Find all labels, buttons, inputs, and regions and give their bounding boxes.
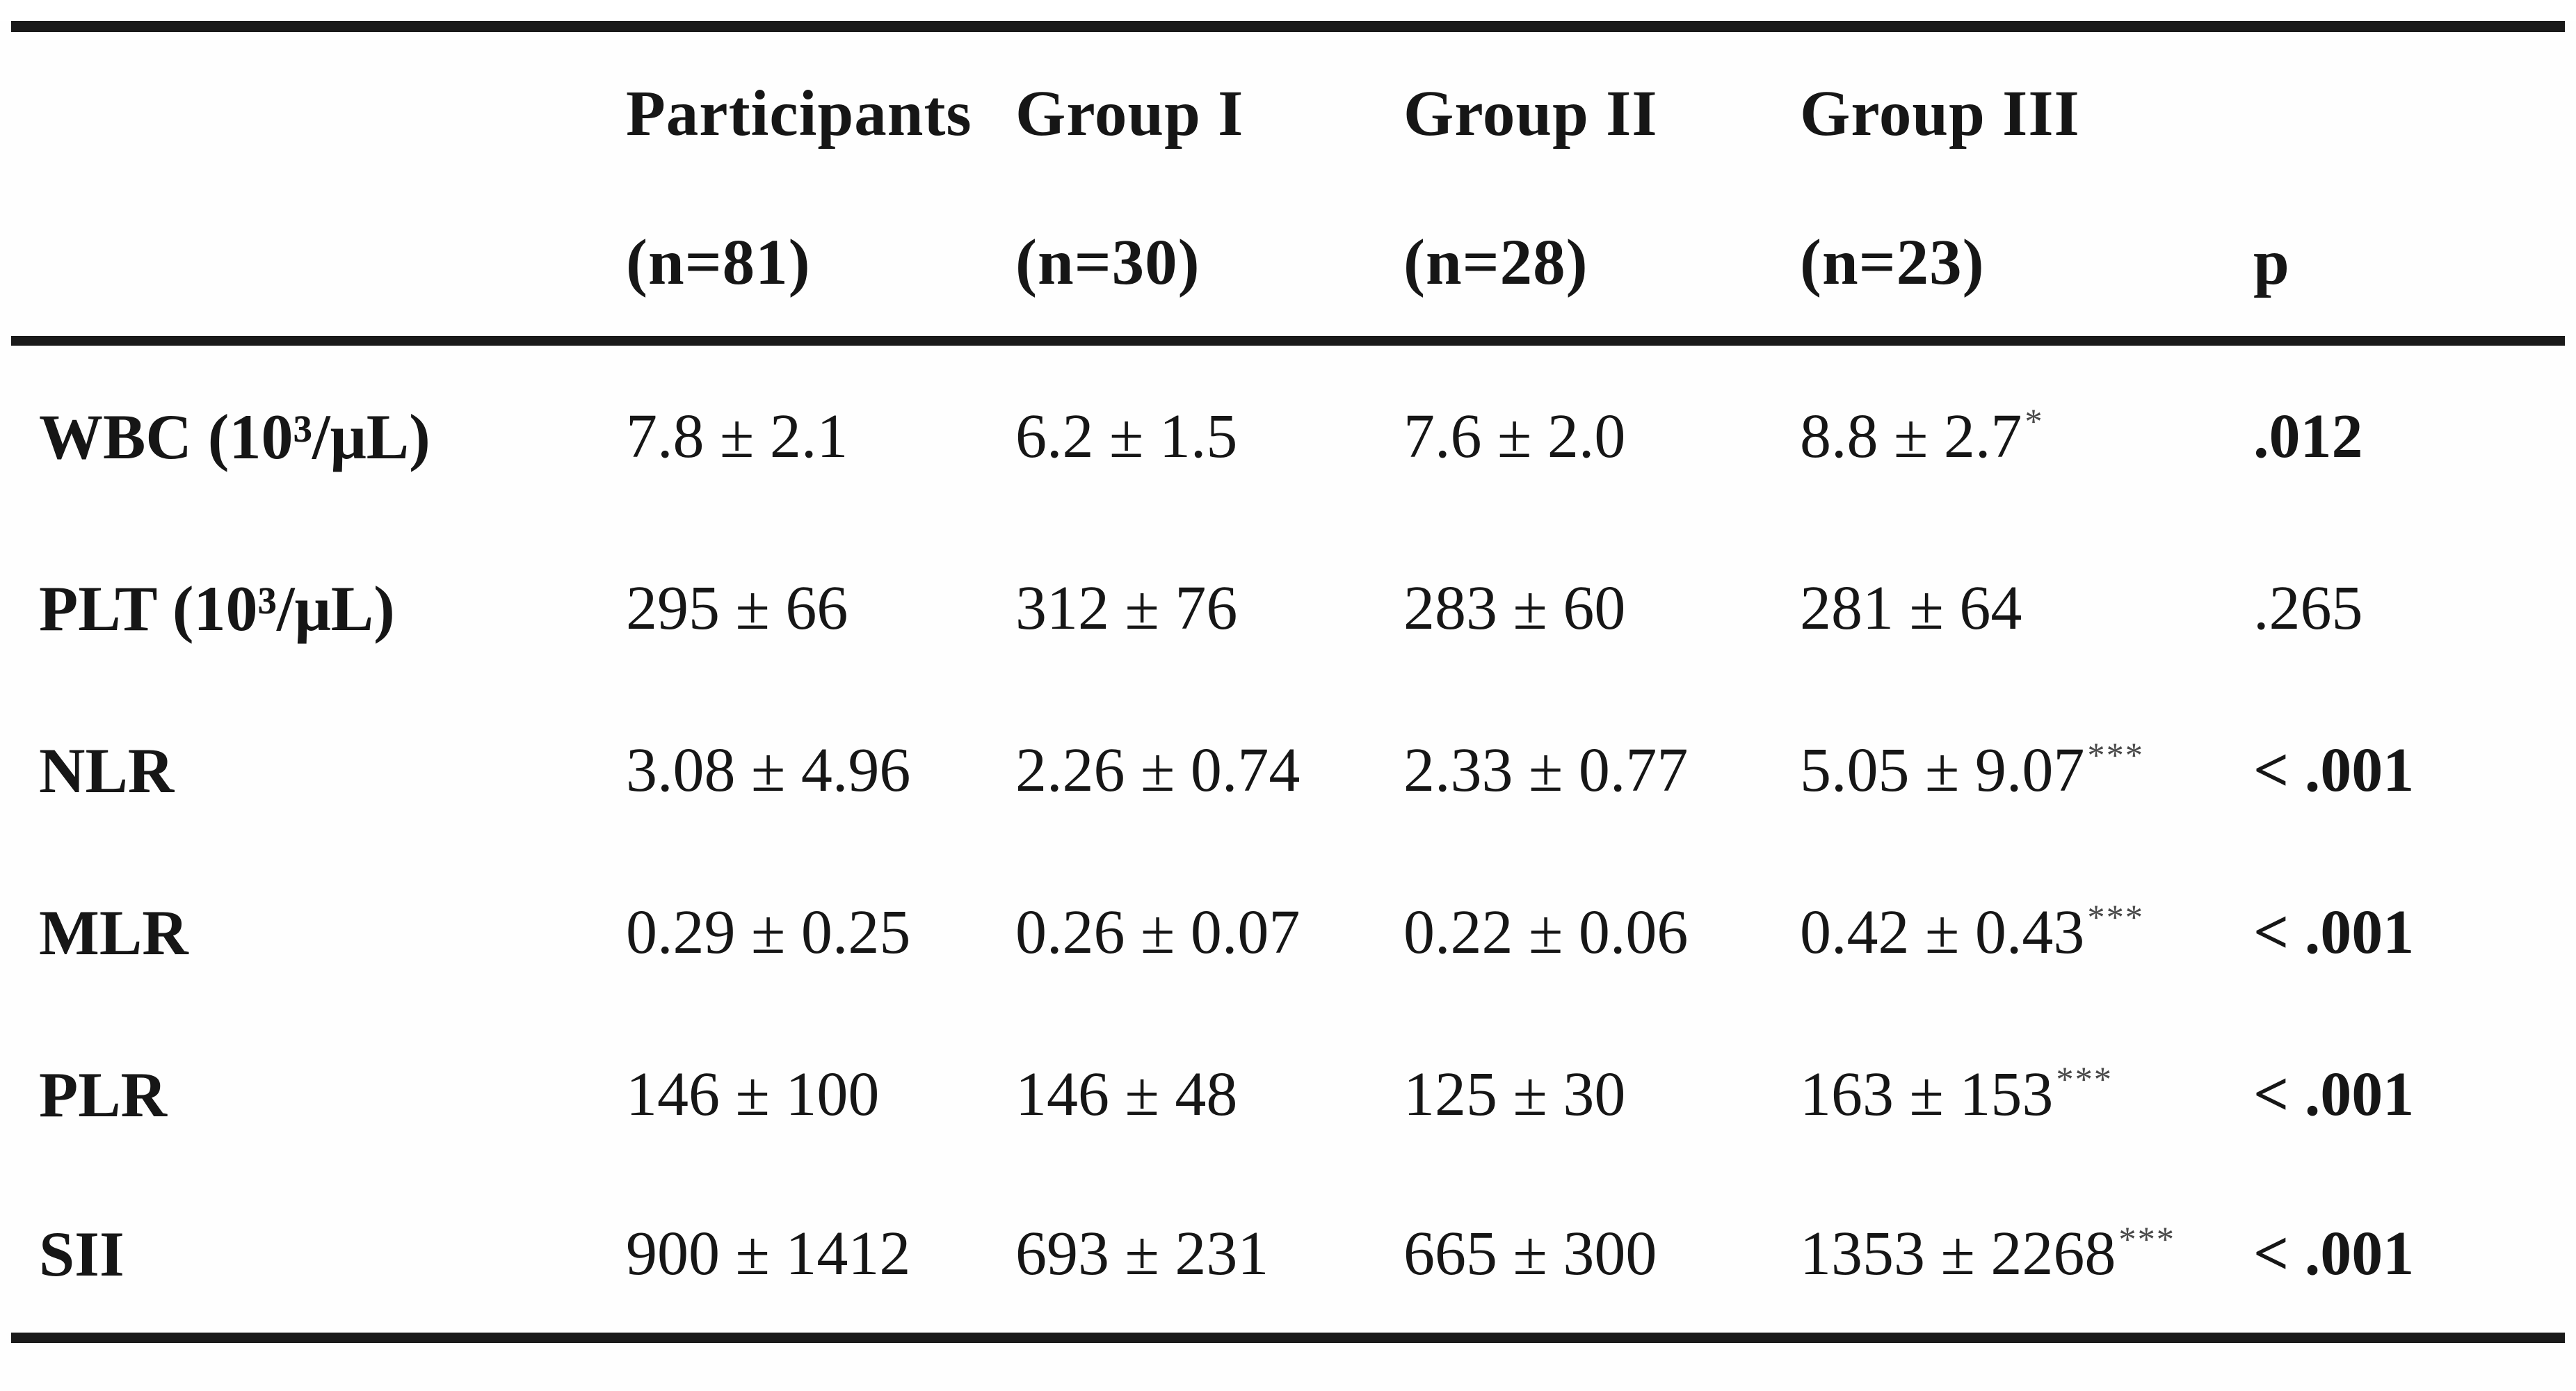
table-row-sii: SII 900 ± 1412 693 ± 231 665 ± 300 1353 … xyxy=(11,1175,2565,1337)
header-p-spacer xyxy=(2253,81,2565,147)
header-cell-group1: Group I (n=30) xyxy=(1015,26,1403,341)
significance-marker: *** xyxy=(2056,1060,2113,1100)
cell-group2: 7.6 ± 2.0 xyxy=(1403,402,1626,471)
statistics-table: Participants (n=81) Group I (n=30) Group… xyxy=(11,21,2565,1343)
header-cell-empty xyxy=(11,26,626,341)
table-row-plr: PLR 146 ± 100 146 ± 48 125 ± 30 163 ± 15… xyxy=(11,1013,2565,1175)
cell-p-value: .265 xyxy=(2253,574,2363,643)
cell-group3: 1353 ± 2268*** xyxy=(1800,1175,2253,1337)
cell-group3-value: 281 ± 64 xyxy=(1800,574,2022,643)
row-label: WBC (10³/μL) xyxy=(39,401,430,472)
cell-group3: 281 ± 64 xyxy=(1800,527,2253,689)
cell-group1: 146 ± 48 xyxy=(1015,1060,1238,1129)
cell-group1: 693 ± 231 xyxy=(1015,1219,1269,1289)
cell-group3: 163 ± 153*** xyxy=(1800,1013,2253,1175)
table-body: WBC (10³/μL) 7.8 ± 2.1 6.2 ± 1.5 7.6 ± 2… xyxy=(11,341,2565,1337)
cell-group2: 2.33 ± 0.77 xyxy=(1403,736,1689,805)
header-group1-n: (n=30) xyxy=(1015,226,1200,298)
row-label: NLR xyxy=(39,734,175,806)
table-header: Participants (n=81) Group I (n=30) Group… xyxy=(11,26,2565,341)
significance-marker: * xyxy=(2024,402,2044,442)
header-p-label: p xyxy=(2253,226,2290,298)
header-group2-label: Group II xyxy=(1403,77,1658,150)
cell-group1: 6.2 ± 1.5 xyxy=(1015,402,1238,471)
cell-participants: 295 ± 66 xyxy=(626,574,848,643)
significance-marker: *** xyxy=(2118,1219,2175,1259)
cell-p-value: < .001 xyxy=(2253,898,2415,967)
cell-participants: 900 ± 1412 xyxy=(626,1219,911,1289)
row-label: SII xyxy=(39,1218,124,1289)
header-cell-group2: Group II (n=28) xyxy=(1403,26,1800,341)
header-group3-n: (n=23) xyxy=(1800,226,1985,298)
header-group1-label: Group I xyxy=(1015,77,1244,150)
cell-participants: 146 ± 100 xyxy=(626,1060,880,1129)
cell-group1: 0.26 ± 0.07 xyxy=(1015,898,1301,967)
significance-marker: *** xyxy=(2087,898,2144,938)
cell-participants: 0.29 ± 0.25 xyxy=(626,898,911,967)
table-row-mlr: MLR 0.29 ± 0.25 0.26 ± 0.07 0.22 ± 0.06 … xyxy=(11,851,2565,1013)
cell-participants: 7.8 ± 2.1 xyxy=(626,402,848,471)
header-group2-n: (n=28) xyxy=(1403,226,1588,298)
header-participants-n: (n=81) xyxy=(626,226,811,298)
paper-table-page: Participants (n=81) Group I (n=30) Group… xyxy=(0,21,2576,1391)
cell-p-value: < .001 xyxy=(2253,1219,2415,1289)
cell-p-value: < .001 xyxy=(2253,736,2415,805)
cell-group3-value: 0.42 ± 0.43 xyxy=(1800,898,2085,967)
cell-group3-value: 1353 ± 2268 xyxy=(1800,1219,2116,1289)
cell-participants: 3.08 ± 4.96 xyxy=(626,736,911,805)
header-row: Participants (n=81) Group I (n=30) Group… xyxy=(11,26,2565,341)
cell-group2: 665 ± 300 xyxy=(1403,1219,1657,1289)
cell-group3-value: 163 ± 153 xyxy=(1800,1060,2054,1129)
cell-group1: 312 ± 76 xyxy=(1015,574,1238,643)
cell-group2: 0.22 ± 0.06 xyxy=(1403,898,1689,967)
cell-group3: 5.05 ± 9.07*** xyxy=(1800,689,2253,851)
cell-group3: 0.42 ± 0.43*** xyxy=(1800,851,2253,1013)
row-label: PLT (10³/μL) xyxy=(39,572,395,644)
cell-p-value: .012 xyxy=(2253,402,2363,471)
row-label: PLR xyxy=(39,1059,167,1130)
table-row-plt: PLT (10³/μL) 295 ± 66 312 ± 76 283 ± 60 … xyxy=(11,527,2565,689)
header-participants-label: Participants xyxy=(626,77,972,150)
header-cell-participants: Participants (n=81) xyxy=(626,26,1015,341)
header-group3-label: Group III xyxy=(1800,77,2080,150)
cell-group3-value: 8.8 ± 2.7 xyxy=(1800,402,2022,471)
row-label: MLR xyxy=(39,896,188,968)
header-cell-group3: Group III (n=23) xyxy=(1800,26,2253,341)
cell-p-value: < .001 xyxy=(2253,1060,2415,1129)
cell-group3: 8.8 ± 2.7* xyxy=(1800,341,2253,527)
cell-group1: 2.26 ± 0.74 xyxy=(1015,736,1301,805)
table-row-wbc: WBC (10³/μL) 7.8 ± 2.1 6.2 ± 1.5 7.6 ± 2… xyxy=(11,341,2565,527)
significance-marker: *** xyxy=(2087,736,2144,775)
header-line2 xyxy=(11,230,626,296)
header-cell-p: p xyxy=(2253,26,2565,341)
table-row-nlr: NLR 3.08 ± 4.96 2.26 ± 0.74 2.33 ± 0.77 … xyxy=(11,689,2565,851)
cell-group2: 283 ± 60 xyxy=(1403,574,1626,643)
cell-group2: 125 ± 30 xyxy=(1403,1060,1626,1129)
cell-group3-value: 5.05 ± 9.07 xyxy=(1800,736,2085,805)
header-line1 xyxy=(11,81,626,147)
